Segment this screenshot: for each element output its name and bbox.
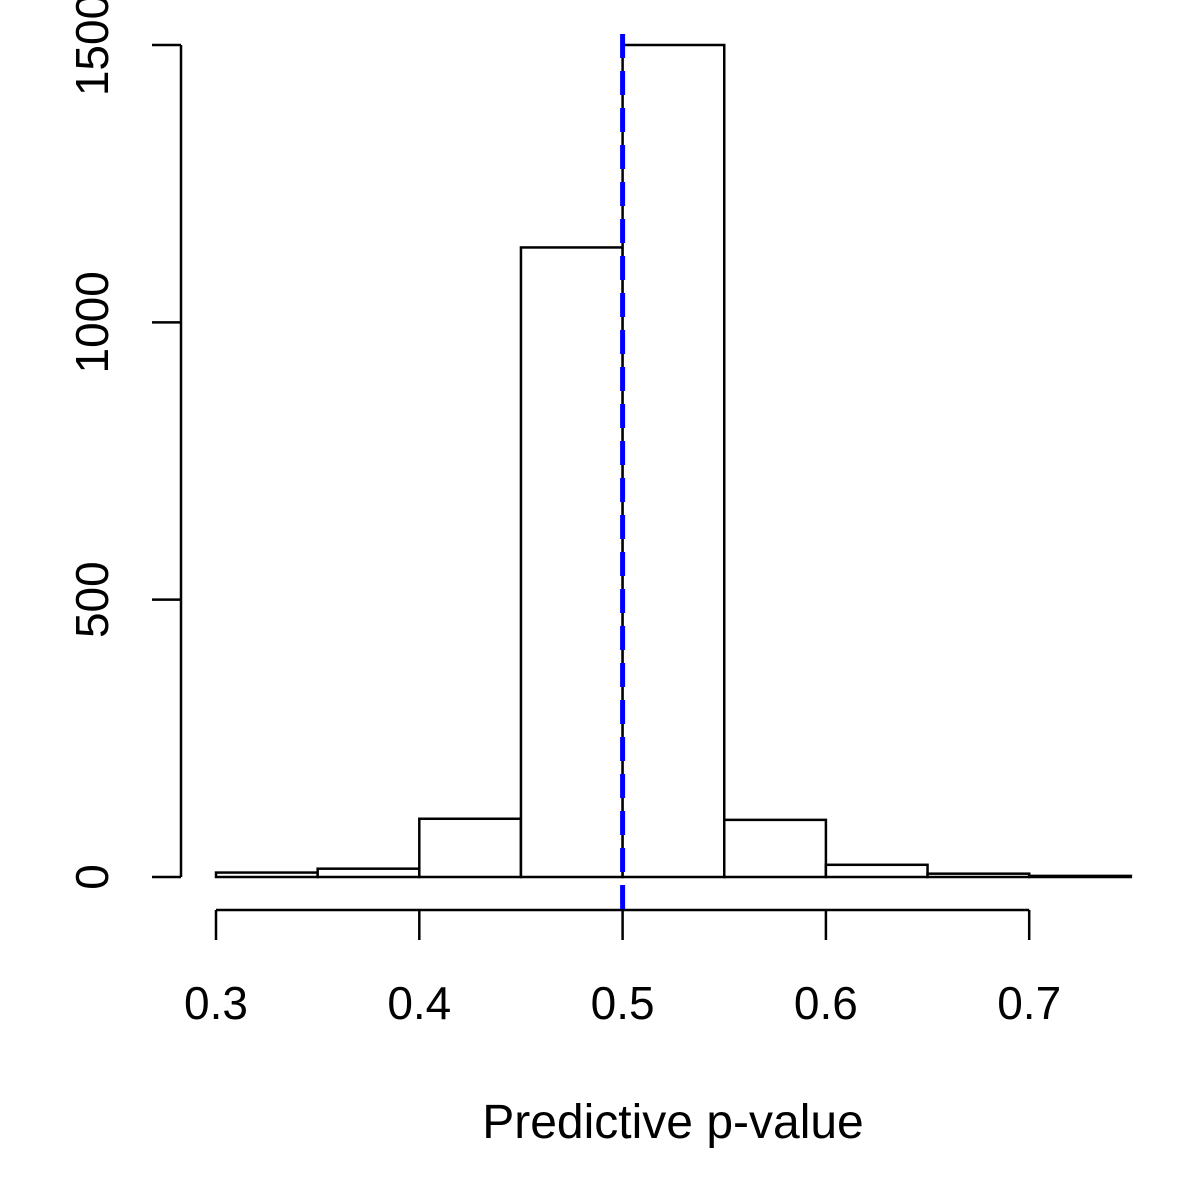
histogram-bar (926, 872, 1031, 879)
histogram-bar (824, 863, 929, 879)
histogram-bar (1027, 874, 1133, 879)
x-tick-label: 0.3 (184, 977, 248, 1029)
histogram-bar (621, 43, 726, 879)
histogram-bar (316, 867, 421, 879)
y-tick-label: 1500 (66, 0, 118, 96)
x-axis-title: Predictive p-value (482, 1096, 864, 1149)
y-tick-label: 500 (66, 561, 118, 638)
histogram-bar (214, 871, 319, 879)
histogram-bars (214, 43, 1133, 879)
x-tick-label: 0.7 (997, 977, 1061, 1029)
histogram-bar (723, 818, 828, 879)
x-tick-label: 0.4 (387, 977, 451, 1029)
y-axis: 0 500 1000 1500 (66, 0, 183, 890)
y-tick-label: 0 (66, 864, 118, 890)
x-tick-label: 0.6 (794, 977, 858, 1029)
x-tick-label: 0.5 (591, 977, 655, 1029)
y-tick-label: 1000 (66, 271, 118, 373)
histogram-bar (519, 246, 624, 879)
x-axis: 0.3 0.4 0.5 0.6 0.7 (184, 908, 1061, 1029)
histogram-bar (418, 817, 523, 879)
